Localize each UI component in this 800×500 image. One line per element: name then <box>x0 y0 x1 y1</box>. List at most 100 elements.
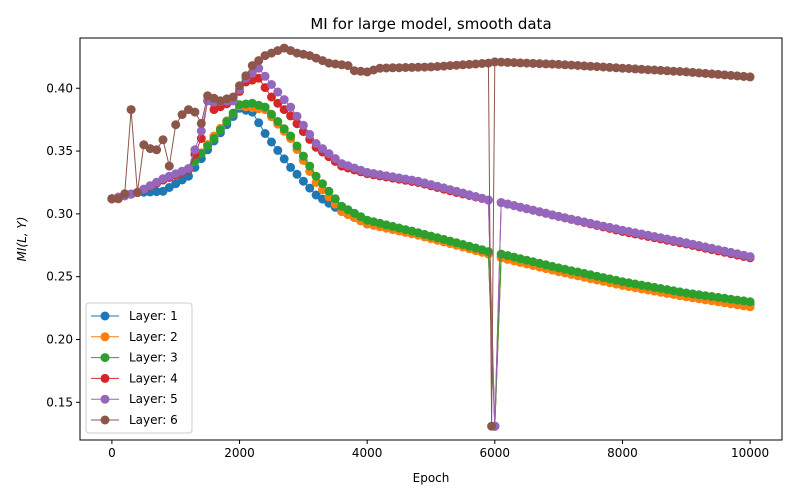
legend-marker <box>100 415 110 425</box>
x-tick-label: 8000 <box>607 446 638 460</box>
y-axis-label: MI(L, Y) <box>15 217 29 262</box>
data-point <box>267 92 276 102</box>
data-point <box>700 68 710 78</box>
data-point <box>656 65 666 75</box>
data-point <box>528 58 538 68</box>
data-point <box>745 297 755 307</box>
data-point <box>152 145 162 155</box>
data-point <box>624 64 634 73</box>
data-point <box>318 179 327 189</box>
data-point <box>739 71 749 81</box>
data-point <box>662 66 672 76</box>
data-point <box>228 92 238 102</box>
data-point <box>694 68 704 78</box>
data-point <box>235 81 244 91</box>
data-point <box>630 64 640 74</box>
data-point <box>267 80 276 89</box>
legend-item: Layer: 6 <box>91 413 178 427</box>
data-point <box>305 161 315 171</box>
data-point <box>267 137 276 147</box>
data-point <box>305 183 315 193</box>
data-point <box>273 145 283 155</box>
data-point <box>388 63 398 73</box>
data-point <box>190 145 200 155</box>
data-point <box>637 64 647 74</box>
data-point <box>732 71 742 81</box>
data-point <box>203 141 213 151</box>
data-point <box>483 195 493 205</box>
data-point <box>298 120 308 130</box>
data-point <box>132 188 142 197</box>
x-axis-label: Epoch <box>413 471 450 485</box>
legend-label: Layer: 3 <box>129 351 178 365</box>
data-point <box>107 194 117 204</box>
y-tick-label: 0.20 <box>46 333 73 347</box>
data-point <box>503 57 513 67</box>
data-point <box>324 149 334 159</box>
data-point <box>592 62 602 72</box>
data-point <box>535 59 544 69</box>
data-point <box>311 139 321 148</box>
data-point <box>401 63 410 72</box>
data-point <box>669 66 678 76</box>
data-point <box>471 59 481 69</box>
data-point <box>324 186 334 196</box>
series-layer-6 <box>107 43 755 431</box>
data-point <box>311 171 321 181</box>
data-point <box>452 60 461 70</box>
data-point <box>190 107 200 117</box>
data-point <box>445 61 455 71</box>
legend-item: Layer: 2 <box>91 330 178 344</box>
data-point <box>305 129 315 139</box>
data-point <box>541 59 551 69</box>
data-point <box>241 71 251 81</box>
series-layer <box>107 43 755 431</box>
x-tick-label: 10000 <box>731 446 769 460</box>
data-point <box>330 194 340 204</box>
data-point <box>286 102 296 112</box>
data-point <box>726 70 736 80</box>
data-point <box>113 194 123 204</box>
data-point <box>598 62 608 72</box>
data-point <box>292 169 302 179</box>
legend-marker <box>100 373 110 383</box>
data-point <box>279 95 289 105</box>
data-point <box>522 58 532 68</box>
y-tick-label: 0.25 <box>46 270 73 284</box>
data-point <box>566 60 576 70</box>
data-point <box>464 59 474 69</box>
legend-item: Layer: 1 <box>91 309 178 323</box>
data-point <box>713 69 723 79</box>
data-point <box>171 120 181 130</box>
data-point <box>318 144 327 154</box>
data-point <box>496 57 506 67</box>
x-axis: 0 2000 4000 6000 8000 10000 <box>108 440 769 460</box>
data-point <box>343 61 353 71</box>
data-point <box>247 61 257 71</box>
data-point <box>420 62 430 72</box>
data-point <box>458 60 468 70</box>
data-point <box>228 108 238 118</box>
data-point <box>375 63 385 73</box>
data-point <box>120 189 130 199</box>
data-point <box>413 62 423 72</box>
data-point <box>184 164 193 174</box>
data-point <box>273 87 283 97</box>
data-point <box>745 252 755 262</box>
legend-marker <box>100 394 110 404</box>
y-tick-label: 0.15 <box>46 395 73 409</box>
data-point <box>394 63 404 73</box>
chart-title: MI for large model, smooth data <box>310 15 551 33</box>
data-point <box>311 190 321 200</box>
data-point <box>381 63 391 73</box>
legend-item: Layer: 5 <box>91 392 178 406</box>
legend-marker <box>100 353 110 363</box>
data-point <box>260 102 270 112</box>
data-point <box>126 105 136 115</box>
data-point <box>643 65 653 75</box>
x-tick-label: 0 <box>108 446 116 460</box>
data-point <box>554 59 564 69</box>
data-point <box>286 131 296 141</box>
data-point <box>286 162 296 172</box>
